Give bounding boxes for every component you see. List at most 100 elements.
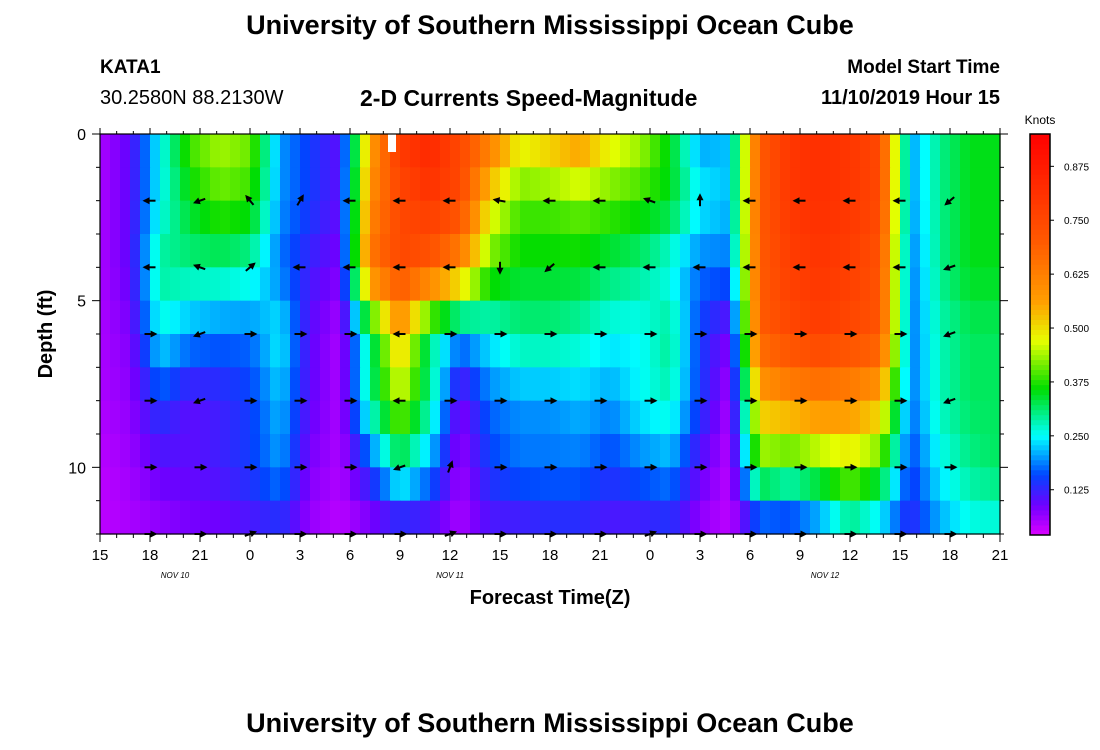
heatmap-cell (780, 467, 791, 502)
heatmap-cell (300, 500, 311, 535)
heatmap-cell (930, 167, 941, 202)
colorbar-segment (1030, 148, 1050, 155)
heatmap-cell (650, 434, 661, 468)
heatmap-cell (140, 300, 151, 335)
heatmap-cell (200, 434, 211, 468)
heatmap-cell (600, 234, 611, 268)
heatmap-cell (980, 134, 991, 168)
heatmap-cell (940, 367, 951, 402)
heatmap-cell (220, 300, 231, 335)
heatmap-cell (170, 134, 181, 168)
heatmap-cell (150, 267, 161, 302)
heatmap-cell (810, 234, 821, 268)
colorbar-segment (1030, 444, 1050, 451)
heatmap-cell (660, 367, 671, 402)
heatmap-cell (590, 334, 601, 368)
heatmap-cell (520, 367, 531, 402)
heatmap-cell (150, 234, 161, 268)
heatmap-cell (550, 200, 561, 235)
heatmap-cell (600, 400, 611, 435)
heatmap-cell (170, 400, 181, 435)
heatmap-cell (300, 434, 311, 468)
heatmap-cell (450, 434, 461, 468)
heatmap-cell (170, 300, 181, 335)
heatmap-cell (570, 500, 581, 535)
heatmap-cell (270, 434, 281, 468)
heatmap-cell (970, 500, 981, 535)
heatmap-cell (790, 367, 801, 402)
heatmap-cell (660, 167, 671, 202)
heatmap-cell (670, 200, 681, 235)
heatmap-cell (350, 300, 361, 335)
heatmap-cell (810, 334, 821, 368)
heatmap-cell (210, 467, 221, 502)
heatmap-cell (550, 300, 561, 335)
heatmap-cell (320, 134, 331, 168)
heatmap-cell (900, 467, 911, 502)
heatmap-cell (570, 467, 581, 502)
heatmap-cell (630, 434, 641, 468)
heatmap-cell (490, 400, 501, 435)
heatmap-cell (560, 334, 571, 368)
colorbar-segment (1030, 409, 1050, 416)
heatmap-cell (540, 300, 551, 335)
heatmap-cell (610, 400, 621, 435)
heatmap-cell (910, 267, 921, 302)
colorbar-segment (1030, 228, 1050, 235)
footer-title: University of Southern Mississippi Ocean… (246, 708, 854, 738)
heatmap-cell (820, 400, 831, 435)
heatmap-cell (510, 367, 521, 402)
heatmap-cell (270, 334, 281, 368)
heatmap-cell (770, 467, 781, 502)
heatmap-cell (510, 234, 521, 268)
heatmap-cell (960, 334, 971, 368)
heatmap-cell (940, 234, 951, 268)
heatmap-cell (820, 234, 831, 268)
heatmap-cell (800, 200, 811, 235)
heatmap-cell (190, 167, 201, 202)
heatmap-cell (780, 434, 791, 468)
colorbar-segment (1030, 399, 1050, 406)
heatmap-cell (680, 500, 691, 535)
heatmap-cell (970, 267, 981, 302)
colorbar-segment (1030, 434, 1050, 441)
colorbar-segment (1030, 218, 1050, 225)
heatmap-cell (650, 234, 661, 268)
colorbar-segment (1030, 193, 1050, 200)
page-title: University of Southern Mississippi Ocean… (246, 10, 854, 40)
heatmap-cell (460, 267, 471, 302)
heatmap-cell (840, 500, 851, 535)
heatmap-cell (680, 334, 691, 368)
heatmap-cell (560, 134, 571, 168)
heatmap-cell (770, 300, 781, 335)
heatmap-cell (590, 300, 601, 335)
heatmap-cell (690, 334, 701, 368)
heatmap-cell (900, 500, 911, 535)
heatmap-cell (830, 434, 841, 468)
heatmap-cell (160, 467, 171, 502)
heatmap-cell (760, 134, 771, 168)
heatmap-cell (420, 134, 431, 168)
heatmap-cell (710, 334, 721, 368)
heatmap-cell (540, 467, 551, 502)
heatmap-cell (570, 300, 581, 335)
heatmap-cell (460, 300, 471, 335)
x-axis-label: Forecast Time(Z) (470, 587, 631, 609)
heatmap-cell (150, 467, 161, 502)
heatmap-cell (340, 334, 351, 368)
heatmap-cell (440, 134, 451, 168)
heatmap-cell (980, 200, 991, 235)
heatmap-cell (620, 367, 631, 402)
heatmap-cell (400, 200, 411, 235)
heatmap-cell (510, 167, 521, 202)
heatmap-cell (650, 334, 661, 368)
heatmap-cell (140, 167, 151, 202)
heatmap-cell (480, 367, 491, 402)
heatmap-cell (960, 400, 971, 435)
heatmap-cell (500, 300, 511, 335)
heatmap-cell (240, 400, 251, 435)
heatmap-cell (450, 134, 461, 168)
heatmap-cell (730, 367, 741, 402)
heatmap-cell (370, 367, 381, 402)
heatmap-cell (470, 400, 481, 435)
